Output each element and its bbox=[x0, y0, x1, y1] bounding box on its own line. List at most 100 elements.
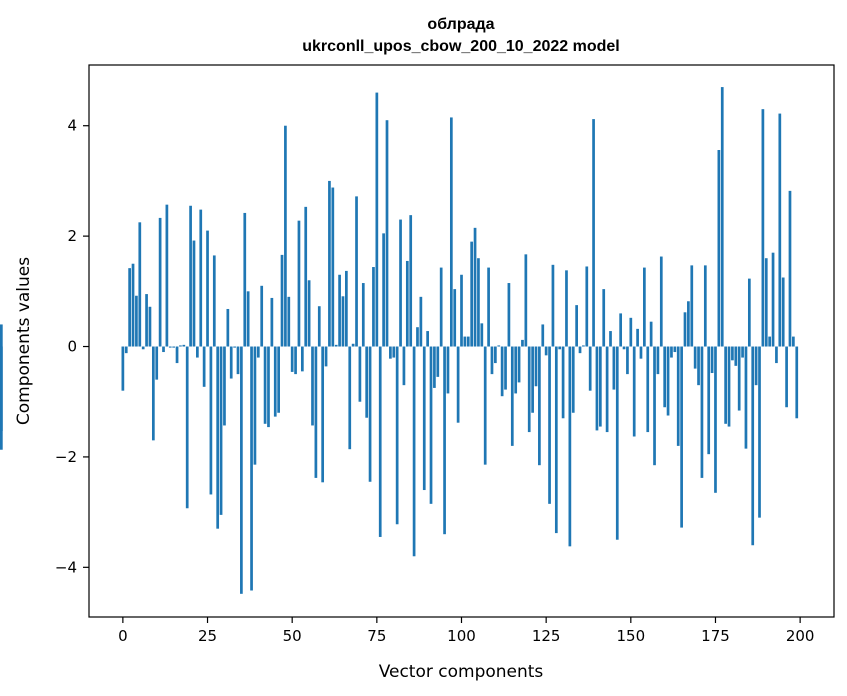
bar-121 bbox=[531, 346, 534, 413]
bar-191 bbox=[768, 336, 772, 347]
bar-63 bbox=[334, 344, 338, 347]
bar-198 bbox=[792, 336, 795, 347]
bar-141 bbox=[598, 346, 602, 427]
bar-56 bbox=[311, 346, 314, 426]
bar-179 bbox=[727, 346, 731, 427]
bar-195 bbox=[781, 277, 785, 347]
bar-117 bbox=[517, 346, 521, 383]
bar-128 bbox=[554, 346, 558, 534]
bar-96 bbox=[446, 346, 450, 394]
bar-134 bbox=[575, 305, 578, 347]
bar-156 bbox=[649, 321, 653, 347]
bar-132 bbox=[568, 346, 572, 547]
bar-67 bbox=[348, 346, 352, 450]
bar-166 bbox=[683, 312, 687, 347]
bar-64 bbox=[338, 274, 341, 347]
bar-25 bbox=[206, 230, 209, 347]
bar-7 bbox=[145, 294, 148, 347]
bar-106 bbox=[480, 323, 484, 347]
bar-189 bbox=[761, 109, 765, 347]
x-tick-label-50: 50 bbox=[283, 627, 302, 645]
bar-152 bbox=[636, 328, 639, 347]
bar-176 bbox=[717, 150, 721, 347]
bar-124 bbox=[541, 324, 545, 347]
bar-102 bbox=[466, 336, 470, 347]
bar-98 bbox=[453, 289, 457, 347]
bar-75 bbox=[375, 92, 379, 347]
bar-69 bbox=[355, 196, 358, 347]
bar-112 bbox=[500, 346, 504, 397]
bar-48 bbox=[284, 125, 287, 347]
bar-177 bbox=[720, 87, 724, 347]
bar-72 bbox=[365, 346, 369, 418]
bar-5 bbox=[138, 222, 142, 347]
bar-31 bbox=[226, 308, 230, 347]
x-axis-ticks: 0 25 50 75 100 125 150 175 200 bbox=[118, 617, 814, 645]
bar-97 bbox=[449, 117, 453, 347]
bar-24 bbox=[202, 346, 206, 387]
bar-21 bbox=[192, 240, 196, 347]
bar-100 bbox=[460, 274, 463, 347]
bar-58 bbox=[317, 306, 321, 347]
bar-54 bbox=[304, 206, 308, 347]
y-axis-ticks: −4 −2 0 2 4 bbox=[55, 117, 89, 576]
bar-87 bbox=[416, 327, 419, 347]
bar-19 bbox=[185, 346, 189, 509]
bar-160 bbox=[663, 346, 667, 408]
bar-108 bbox=[487, 267, 490, 347]
bar-122 bbox=[534, 346, 538, 387]
bar-57 bbox=[314, 346, 318, 478]
y-axis-label: Components values bbox=[14, 257, 34, 425]
bar-185 bbox=[747, 278, 751, 347]
bar-6 bbox=[141, 346, 145, 350]
bar-168 bbox=[690, 265, 694, 347]
bar-50 bbox=[290, 346, 294, 372]
bar-164 bbox=[676, 346, 680, 446]
bar-29 bbox=[219, 346, 223, 515]
bar-167 bbox=[687, 301, 690, 347]
bar-110 bbox=[494, 346, 497, 364]
bar-103 bbox=[470, 241, 474, 347]
bar-36 bbox=[243, 212, 247, 347]
bar-33 bbox=[233, 346, 236, 348]
bar-133 bbox=[571, 346, 575, 413]
bar-2 bbox=[128, 268, 131, 347]
bars-group bbox=[0, 87, 799, 594]
bar-146 bbox=[615, 346, 619, 540]
bar-46 bbox=[277, 346, 280, 413]
bar-95 bbox=[443, 346, 446, 535]
bar-163 bbox=[673, 346, 677, 353]
x-tick-label-75: 75 bbox=[367, 627, 386, 645]
bar-135 bbox=[578, 346, 582, 354]
x-tick-label-100: 100 bbox=[447, 627, 476, 645]
bar-10 bbox=[155, 346, 159, 380]
bar-170 bbox=[697, 346, 700, 386]
bar-84 bbox=[405, 260, 409, 347]
bar-34 bbox=[236, 346, 240, 375]
bar-70 bbox=[358, 346, 362, 402]
bar-90 bbox=[426, 331, 429, 347]
bar-42 bbox=[263, 346, 267, 424]
bar-197 bbox=[788, 190, 792, 347]
bar-157 bbox=[653, 346, 656, 466]
bar-137 bbox=[585, 266, 589, 347]
bar-22 bbox=[196, 346, 199, 358]
bar-93 bbox=[436, 346, 440, 377]
bar-28 bbox=[216, 346, 220, 529]
bar-12 bbox=[162, 346, 165, 353]
bar-175 bbox=[714, 346, 717, 493]
y-tick-label--4: −4 bbox=[55, 558, 77, 576]
bar-23 bbox=[199, 209, 203, 347]
bar-196 bbox=[785, 346, 788, 408]
bar-104 bbox=[473, 227, 477, 347]
bar-178 bbox=[724, 346, 727, 424]
bar-65 bbox=[341, 296, 345, 347]
bar-130 bbox=[561, 346, 565, 419]
bar-85 bbox=[409, 215, 413, 347]
chart-title-line-2: ukrconll_upos_cbow_200_10_2022 model bbox=[302, 38, 619, 55]
bar-118 bbox=[521, 339, 524, 347]
bar-192 bbox=[771, 252, 775, 347]
bar-11 bbox=[158, 217, 162, 347]
bar-115 bbox=[510, 346, 514, 446]
